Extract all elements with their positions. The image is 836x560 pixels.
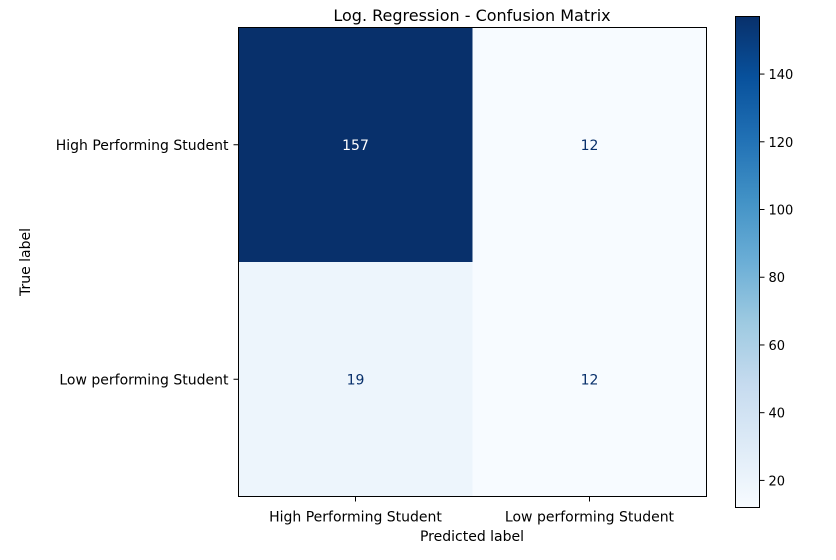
heatmap-cells	[238, 27, 707, 497]
colorbar-tick-label: 60	[769, 339, 786, 354]
y-tick-label: High Performing Student	[56, 138, 229, 154]
colorbar-tick-label: 20	[769, 474, 786, 489]
y-tick-label: Low performing Student	[59, 372, 229, 388]
cell-value-label: 12	[581, 372, 599, 388]
colorbar-tick-label: 120	[769, 136, 794, 151]
heatmap-cell-labels: 157 12 19 12	[342, 138, 598, 389]
chart-title: Log. Regression - Confusion Matrix	[333, 6, 610, 25]
y-axis-ticks: High Performing Student Low performing St…	[56, 138, 239, 388]
cell-value-label: 157	[342, 138, 369, 154]
cell-value-label: 12	[581, 138, 599, 154]
colorbar-tick-label: 80	[769, 271, 786, 286]
x-axis-label: Predicted label	[420, 529, 524, 545]
heatmap-cell	[238, 27, 473, 262]
y-axis-label: True label	[18, 228, 34, 297]
heatmap-cell	[472, 27, 707, 262]
cell-value-label: 19	[347, 372, 365, 388]
colorbar-tick-label: 140	[769, 68, 794, 83]
x-axis-ticks: High Performing Student Low performing St…	[269, 496, 675, 526]
colorbar-ticks: 20 40 60 80 100 120 140	[759, 68, 794, 489]
heatmap-cell	[472, 262, 707, 497]
x-tick-label: High Performing Student	[269, 510, 442, 526]
plot-frame	[238, 27, 707, 497]
colorbar	[735, 16, 760, 508]
x-tick-label: Low performing Student	[505, 510, 675, 526]
heatmap-cell	[238, 262, 473, 497]
colorbar-tick-label: 100	[769, 204, 794, 219]
colorbar-tick-label: 40	[769, 407, 786, 422]
